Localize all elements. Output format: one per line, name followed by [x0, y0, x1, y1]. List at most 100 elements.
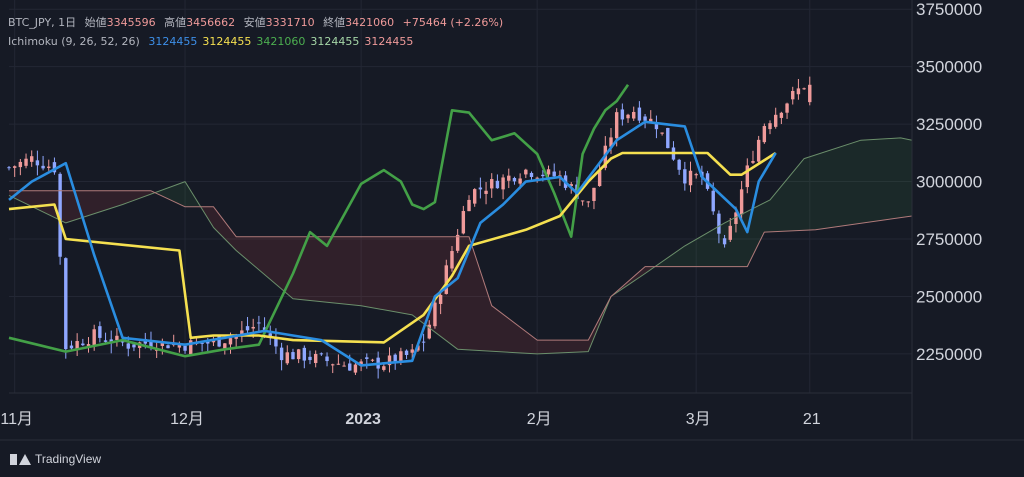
candle-body: [660, 132, 664, 134]
candle-body: [717, 213, 721, 234]
high-label: 高値: [164, 16, 187, 29]
candle-body: [30, 156, 34, 162]
tradingview-brand[interactable]: TradingView: [10, 452, 101, 466]
y-tick-label: 3000000: [916, 173, 982, 192]
indicator-value-2: 3124455: [202, 35, 252, 48]
indicator-value-1: 3124455: [148, 35, 198, 48]
plot-area: [9, 0, 912, 393]
indicator-name[interactable]: Ichimoku (9, 26, 52, 26): [8, 35, 140, 48]
candle-body: [308, 356, 312, 361]
y-tick-label: 2500000: [916, 287, 982, 306]
candle-body: [597, 170, 602, 187]
candle-body: [41, 165, 45, 169]
x-tick-label: 3月: [686, 411, 711, 428]
candle-body: [24, 158, 28, 166]
candle-body: [756, 139, 761, 162]
candle-body: [739, 189, 744, 215]
candle-body: [711, 190, 715, 212]
candle-body: [206, 341, 210, 344]
candle-body: [279, 347, 284, 361]
candle-body: [734, 212, 738, 224]
candle-body: [393, 354, 397, 363]
candle-body: [762, 126, 767, 143]
candle-body: [472, 189, 477, 204]
candle-body: [751, 161, 755, 163]
x-tick-label: 21: [803, 411, 821, 428]
candle-body: [518, 178, 522, 184]
candle-body: [541, 174, 545, 177]
candle-body: [166, 345, 170, 349]
symbol-label[interactable]: BTC_JPY, 1日: [8, 16, 77, 29]
x-tick-label: 2月: [527, 411, 552, 428]
candle-body: [552, 171, 556, 177]
candle-body: [52, 162, 57, 173]
span-a-line: [8, 137, 913, 355]
candle-body: [728, 225, 732, 240]
candle-body: [69, 345, 74, 349]
indicator-value-4: 3124455: [310, 35, 360, 48]
candle-body: [529, 172, 534, 177]
candle-body: [387, 355, 392, 366]
indicator-legend[interactable]: Ichimoku (9, 26, 52, 26) 3124455 3124455 3…: [8, 35, 423, 48]
candle-body: [802, 88, 806, 90]
candle-body: [302, 347, 307, 361]
candle-body: [455, 234, 460, 251]
candle-body: [257, 322, 261, 324]
cloud-segment: [9, 190, 154, 223]
candle-body: [217, 335, 221, 347]
candle-body: [365, 357, 369, 359]
y-tick-label: 3250000: [916, 115, 982, 134]
candle-body: [399, 351, 403, 362]
change-value: +75464 (+2.26%): [402, 16, 504, 29]
indicator-values: 3124455 3124455 3421060 3124455 3124455: [148, 35, 418, 48]
candle-body: [490, 179, 494, 189]
candle-body: [98, 326, 102, 338]
candle-body: [285, 352, 289, 364]
candle-body: [433, 302, 437, 327]
y-tick-label: 2250000: [916, 345, 982, 364]
indicator-value-5: 3124455: [364, 35, 414, 48]
candle-body: [177, 344, 182, 348]
candle-body: [569, 184, 573, 187]
y-tick-label: 3500000: [916, 58, 982, 77]
ichimoku-lines: [8, 84, 913, 367]
candle-body: [722, 238, 727, 245]
candle-body: [796, 88, 801, 95]
candle-body: [223, 343, 227, 349]
candle-body-last: [808, 84, 812, 103]
y-tick-label: 3750000: [916, 0, 982, 19]
candle-body: [478, 187, 483, 190]
candle-body: [688, 170, 693, 186]
candle-body: [535, 177, 539, 179]
candle-body: [501, 177, 505, 190]
candle-body: [331, 364, 335, 366]
candle-body: [12, 166, 17, 168]
candle-body: [694, 174, 698, 176]
high-value: 3456662: [186, 16, 236, 29]
brand-name: TradingView: [35, 452, 102, 466]
candle-body: [626, 114, 630, 119]
low-value: 3331710: [265, 16, 315, 29]
candle-body: [81, 343, 85, 346]
candle-body: [609, 137, 613, 147]
close-value: 3421060: [345, 16, 395, 29]
candle-body: [745, 165, 750, 188]
candle-body: [444, 265, 449, 294]
candle-body: [325, 356, 329, 362]
candle-body: [643, 116, 647, 121]
candle-body: [353, 364, 358, 373]
candle-body: [620, 109, 625, 120]
candle-body: [18, 161, 23, 168]
candle-body: [251, 326, 255, 329]
candle-body: [240, 330, 244, 336]
candle-body: [495, 180, 500, 189]
candle-body: [427, 324, 431, 339]
chart-grid: [9, 0, 912, 393]
candle-body: [35, 160, 40, 166]
candle-body: [7, 167, 11, 169]
candle-body: [507, 175, 511, 181]
candle-body: [438, 295, 443, 304]
candle-body: [200, 342, 204, 344]
candle-body: [183, 345, 187, 351]
